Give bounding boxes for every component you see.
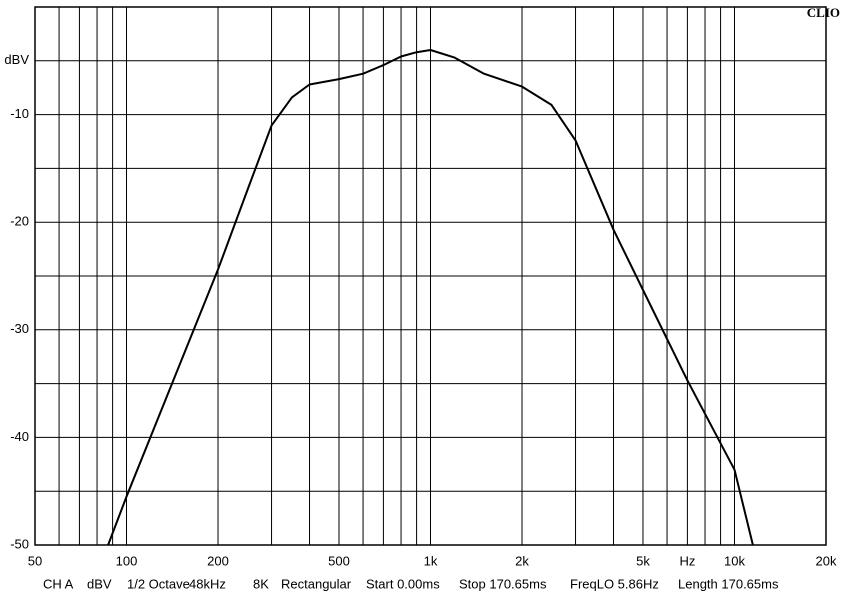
x-tick-label: 10k: [724, 553, 745, 568]
footer-item: Length 170.65ms: [678, 576, 779, 591]
footer-item: 1/2 Octave: [127, 576, 190, 591]
x-tick-label: 5k: [636, 553, 650, 568]
x-tick-label: 50: [28, 553, 42, 568]
x-tick-label: Hz: [679, 553, 695, 568]
y-tick-label: -40: [10, 429, 29, 444]
y-tick-label: -10: [10, 106, 29, 121]
footer-item: Start 0.00ms: [366, 576, 440, 591]
x-tick-label: 1k: [424, 553, 438, 568]
y-tick-label: -30: [10, 321, 29, 336]
x-tick-label: 2k: [515, 553, 529, 568]
x-tick-label: 500: [328, 553, 350, 568]
y-tick-label: dBV: [4, 52, 29, 67]
brand: CLIO: [807, 5, 840, 20]
footer-item: CH A: [43, 576, 74, 591]
footer-item: dBV: [87, 576, 112, 591]
x-tick-label: 100: [116, 553, 138, 568]
footer-item: 8K: [253, 576, 269, 591]
plot-frame: [34, 6, 827, 546]
footer-item: FreqLO 5.86Hz: [570, 576, 659, 591]
footer-item: Rectangular: [281, 576, 352, 591]
footer-item: Stop 170.65ms: [459, 576, 547, 591]
y-tick-label: -20: [10, 214, 29, 229]
x-tick-label: 200: [207, 553, 229, 568]
footer-item: 48kHz: [189, 576, 226, 591]
y-tick-label: -50: [10, 536, 29, 551]
x-tick-label: 20k: [816, 553, 837, 568]
curve: [107, 49, 754, 546]
